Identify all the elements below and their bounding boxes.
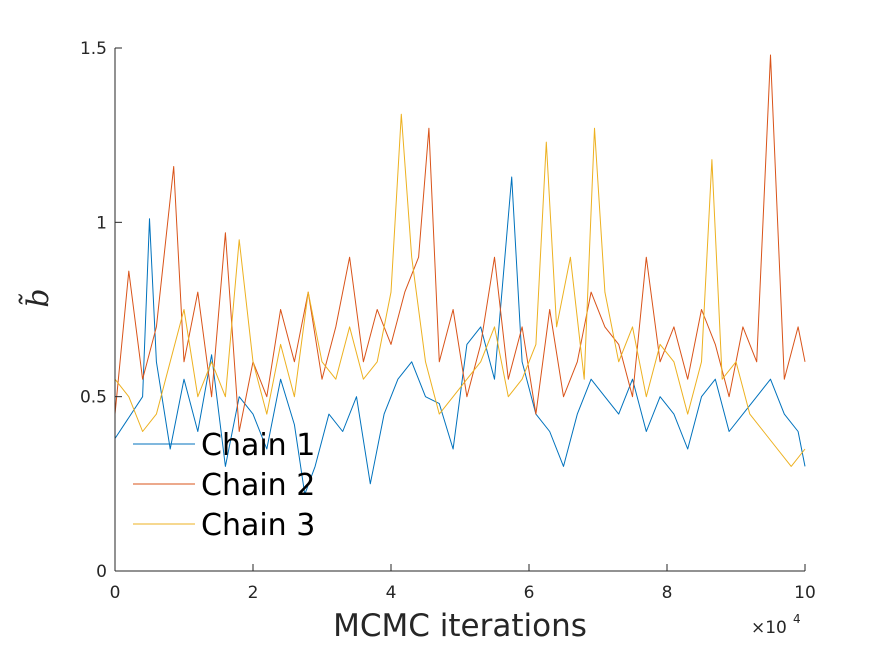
- y-tick-label: 0.5: [80, 388, 107, 408]
- x-axis-ticks: 0 2 4 6 8 10: [110, 564, 816, 603]
- x-tick-label: 4: [386, 583, 397, 603]
- y-axis-ticks: 0 0.5 1 1.5: [80, 39, 122, 582]
- y-axis-title: b̃: [18, 288, 56, 307]
- x-axis-exponent: ×10 4: [751, 612, 801, 638]
- legend-label-chain-2: Chain 2: [201, 468, 315, 503]
- x-axis-title: MCMC iterations: [333, 608, 587, 644]
- x-tick-label: 8: [662, 583, 673, 603]
- x-tick-label: 6: [524, 583, 535, 603]
- legend: Chain 1 Chain 2 Chain 3: [133, 428, 315, 543]
- series-line-chain-3: [114, 113, 806, 467]
- legend-label-chain-3: Chain 3: [201, 508, 315, 543]
- x-exponent-power: 4: [793, 612, 801, 626]
- series-line-chain-1: [114, 176, 806, 495]
- x-tick-label: 10: [794, 583, 816, 603]
- y-tick-label: 1: [96, 213, 107, 233]
- series-layer: [114, 54, 806, 495]
- y-tick-label: 0: [96, 562, 107, 582]
- x-tick-label: 2: [248, 583, 259, 603]
- series-line-chain-2: [114, 54, 806, 432]
- legend-label-chain-1: Chain 1: [201, 428, 315, 463]
- x-exponent-base: ×10: [751, 618, 787, 638]
- y-tick-label: 1.5: [80, 39, 107, 59]
- x-tick-label: 0: [110, 583, 121, 603]
- plot-area: 0 2 4 6 8 10 0 0.5 1 1.5: [80, 39, 816, 603]
